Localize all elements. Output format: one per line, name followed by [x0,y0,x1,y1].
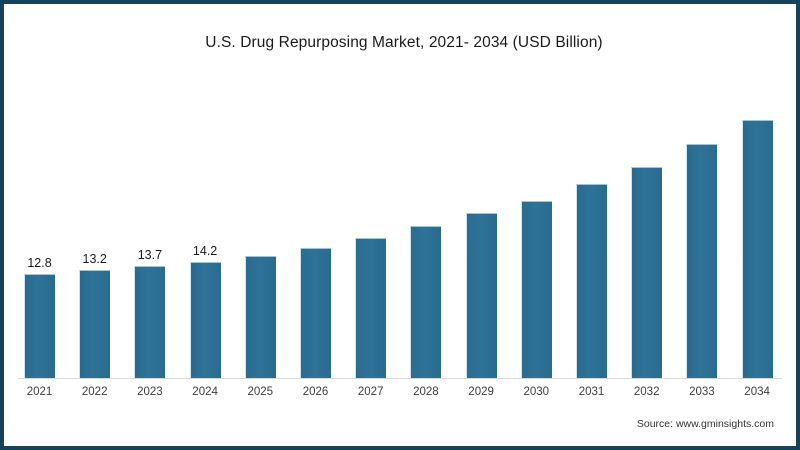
bar[interactable] [300,248,331,378]
bar[interactable] [465,213,497,378]
x-tick-label: 2031 [578,386,605,398]
x-tick-label: 2023 [137,386,163,398]
bar-column[interactable] [631,166,663,378]
x-tick-label: 2024 [192,386,218,398]
bar-value-label: 12.8 [27,255,52,270]
source-note: Source: www.gminsights.com [636,418,774,430]
bar[interactable] [244,256,276,378]
x-tick-label: 2029 [468,386,494,398]
bar[interactable] [355,238,387,378]
bar-column[interactable] [465,213,497,378]
bar-column[interactable] [686,143,718,378]
x-tick-label: 2027 [357,386,384,398]
bar[interactable] [631,166,663,378]
bar[interactable] [134,266,166,378]
bar-value-label: 14.2 [192,244,218,259]
bar-column[interactable] [520,200,552,378]
bar[interactable] [189,262,221,378]
bar-value-label: 13.7 [137,248,163,263]
x-tick-label: 2030 [523,386,550,398]
x-tick-label: 2026 [302,386,329,398]
bar-value-label: 13.2 [82,252,107,267]
bar-column[interactable]: 12.8 [24,256,55,378]
x-axis-baseline [18,378,782,379]
bar-column[interactable] [300,248,331,378]
bar-column[interactable] [355,238,387,378]
x-tick-label: 2033 [689,386,715,398]
chart-title: U.S. Drug Repurposing Market, 2021- 2034… [205,34,603,51]
x-tick-label: 2034 [744,386,770,398]
bar-column[interactable] [410,226,442,378]
x-tick-label: 2028 [413,386,439,398]
x-tick-label: 2022 [81,386,108,398]
bar-column[interactable] [741,120,773,378]
bar-column[interactable]: 13.7 [134,248,166,378]
x-tick-label: 2025 [247,386,274,398]
bar[interactable] [576,183,607,378]
x-tick-label: 2032 [633,386,660,398]
x-tick-label: 2021 [26,386,53,398]
bar-column[interactable]: 14.2 [189,244,221,378]
bar[interactable] [24,273,55,378]
bar-column[interactable] [576,183,607,378]
bar-column[interactable]: 13.2 [79,252,111,378]
plot-area: 12.8 13.2 13.7 14.2 2021 2022 2023 2024 2025 202… [4,4,796,446]
bar[interactable] [741,120,773,378]
bar[interactable] [520,200,552,378]
bar[interactable] [410,226,442,378]
bar[interactable] [79,270,111,378]
bar-column[interactable] [244,256,276,378]
bar[interactable] [686,143,718,378]
